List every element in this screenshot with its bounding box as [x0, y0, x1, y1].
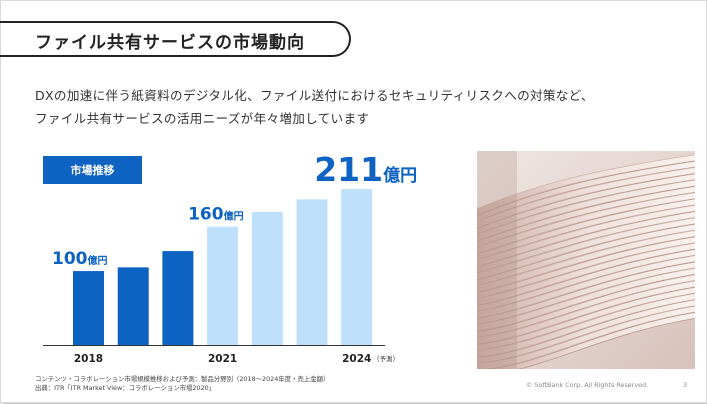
x-tick-label-2021: 2021 — [208, 353, 237, 365]
data-label-2024: 211億円 — [314, 150, 417, 189]
data-label-2018: 100億円 — [52, 249, 108, 269]
footnote-line-1: コンテンツ・コラボレーション市場規模推移および予測：製品分野別（2018～202… — [35, 375, 330, 383]
page-number: 3 — [683, 381, 688, 389]
lead-line-1: DXの加速に伴う紙資料のデジタル化、ファイル送付におけるセキュリティリスクへの対… — [35, 88, 594, 103]
lead-text: DXの加速に伴う紙資料のデジタル化、ファイル送付におけるセキュリティリスクへの対… — [35, 84, 685, 130]
bar-2021 — [207, 226, 239, 345]
page-title: ファイル共有サービスの市場動向 — [35, 33, 305, 53]
bar-2019 — [117, 267, 149, 345]
lead-line-2: ファイル共有サービスの活用ニーズが年々増加しています — [35, 111, 370, 126]
copyright-text: © SoftBank Corp. All Rights Reserved. — [526, 381, 649, 389]
x-tick-label-2024: 2024 — [342, 353, 371, 365]
data-label-2021: 160億円 — [188, 205, 244, 225]
bar-2020 — [162, 251, 194, 345]
bar-2018 — [73, 271, 104, 345]
market-trend-tag: 市場推移 — [43, 156, 142, 184]
footnote-line-2: 出典：ITR「ITR Market View：コラボレーション市場2020」 — [35, 384, 216, 392]
forecast-note: （予測） — [373, 354, 399, 363]
bar-2022 — [251, 211, 283, 345]
paper-stack-photo — [477, 151, 695, 369]
bar-2024 — [341, 189, 373, 345]
bar-2023 — [296, 199, 328, 345]
source-footnote: コンテンツ・コラボレーション市場規模推移および予測：製品分野別（2018～202… — [35, 375, 329, 393]
title-frame — [0, 21, 351, 57]
x-tick-label-2018: 2018 — [74, 353, 103, 365]
